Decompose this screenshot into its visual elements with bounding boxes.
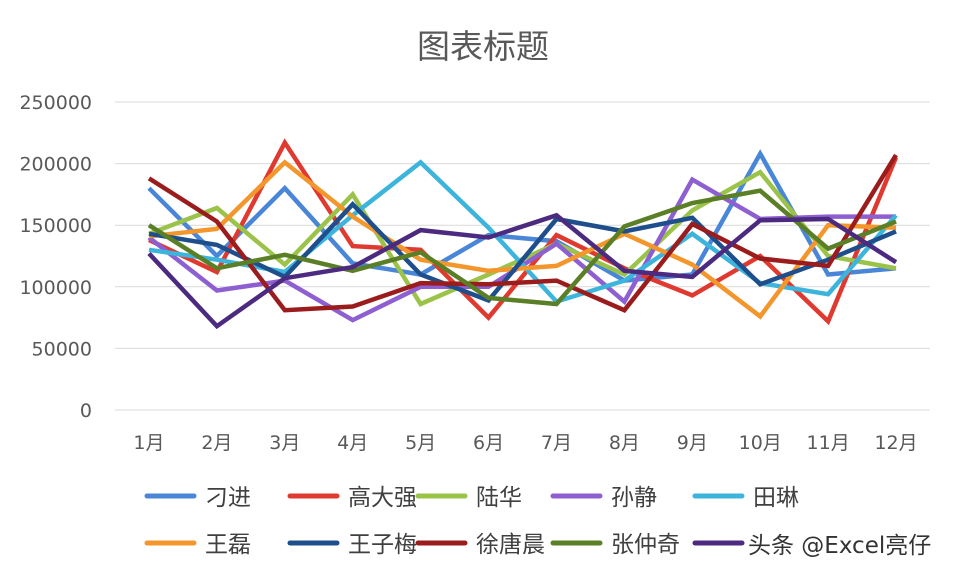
x-tick-label: 3月	[269, 432, 300, 454]
x-tick-label: 2月	[201, 432, 232, 454]
x-tick-label: 1月	[133, 432, 164, 454]
y-tick-label: 100000	[19, 277, 92, 299]
legend-label: 王子梅	[348, 532, 417, 558]
x-tick-label: 8月	[609, 432, 640, 454]
x-tick-label: 6月	[473, 432, 504, 454]
y-tick-label: 0	[80, 400, 92, 422]
x-tick-label: 12月	[874, 432, 917, 454]
series-line-10	[147, 212, 898, 330]
legend-label: 王磊	[205, 532, 251, 558]
series-line-6	[148, 159, 897, 320]
y-tick-label: 150000	[19, 215, 92, 237]
legend-label: 张仲奇	[611, 532, 680, 558]
series-line-8	[147, 153, 898, 313]
x-tick-label: 10月	[739, 432, 782, 454]
chart-title: 图表标题	[417, 27, 549, 66]
x-tick-label: 7月	[541, 432, 572, 454]
legend-label: 孙静	[611, 485, 657, 511]
series-line-2	[148, 138, 899, 326]
series-line-7	[148, 201, 897, 304]
legend-label: 田琳	[753, 485, 799, 511]
series-line-9	[147, 188, 897, 307]
y-tick-label: 250000	[19, 92, 92, 114]
x-tick-label: 5月	[405, 432, 436, 454]
series-line-1	[147, 149, 897, 283]
y-tick-label: 200000	[19, 154, 92, 176]
x-tick-label: 4月	[337, 432, 368, 454]
y-tick-label: 50000	[32, 338, 92, 360]
watermark: 头条 @Excel亮仔	[748, 533, 931, 559]
legend-label: 高大强	[348, 485, 417, 511]
x-tick-label: 9月	[677, 432, 708, 454]
x-tick-label: 11月	[807, 432, 850, 454]
legend-label: 陆华	[476, 485, 522, 511]
legend-label: 徐唐晨	[476, 532, 545, 558]
legend-label: 刁进	[205, 485, 251, 511]
